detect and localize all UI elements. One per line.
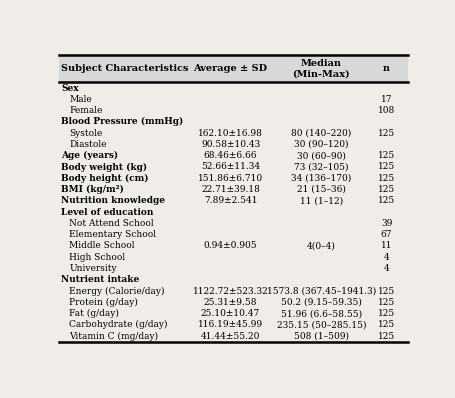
Text: Level of education: Level of education [61, 208, 154, 217]
Text: Body height (cm): Body height (cm) [61, 174, 149, 183]
Text: 34 (136–170): 34 (136–170) [291, 174, 351, 183]
Text: 41.44±55.20: 41.44±55.20 [201, 332, 260, 341]
Text: Energy (Calorie/day): Energy (Calorie/day) [69, 287, 165, 296]
Text: 25.10±10.47: 25.10±10.47 [201, 309, 260, 318]
Text: 508 (1–509): 508 (1–509) [294, 332, 349, 341]
Text: Median
(Min-Max): Median (Min-Max) [293, 59, 350, 79]
Text: 30 (90–120): 30 (90–120) [294, 140, 349, 149]
Text: Subject Characteristics: Subject Characteristics [61, 64, 189, 73]
Text: 52.66±11.34: 52.66±11.34 [201, 162, 260, 172]
Text: Protein (g/day): Protein (g/day) [69, 298, 138, 307]
Text: Systole: Systole [69, 129, 102, 138]
Text: Diastole: Diastole [69, 140, 107, 149]
Text: 11 (1–12): 11 (1–12) [300, 196, 343, 205]
Text: 162.10±16.98: 162.10±16.98 [198, 129, 263, 138]
Text: BMI (kg/m²): BMI (kg/m²) [61, 185, 124, 194]
Text: 125: 125 [378, 129, 395, 138]
Text: 4: 4 [384, 264, 389, 273]
Text: 4(0–4): 4(0–4) [307, 242, 336, 250]
Text: Sex: Sex [61, 84, 79, 92]
Text: 50.2 (9.15–59.35): 50.2 (9.15–59.35) [281, 298, 362, 307]
Text: 1573.8 (367.45–1941.3): 1573.8 (367.45–1941.3) [267, 287, 376, 296]
Text: Male: Male [69, 95, 92, 104]
Text: 125: 125 [378, 332, 395, 341]
Text: 125: 125 [378, 174, 395, 183]
Text: 108: 108 [378, 106, 395, 115]
Text: Nutrient intake: Nutrient intake [61, 275, 140, 284]
Text: Nutrition knowledge: Nutrition knowledge [61, 196, 166, 205]
Text: 39: 39 [381, 219, 392, 228]
Text: 151.86±6.710: 151.86±6.710 [198, 174, 263, 183]
Text: 73 (32–105): 73 (32–105) [294, 162, 349, 172]
Text: Blood Pressure (mmHg): Blood Pressure (mmHg) [61, 117, 184, 127]
Text: Female: Female [69, 106, 102, 115]
Text: 125: 125 [378, 309, 395, 318]
Text: 30 (60–90): 30 (60–90) [297, 151, 346, 160]
Text: 22.71±39.18: 22.71±39.18 [201, 185, 260, 194]
Text: 51.96 (6.6–58.55): 51.96 (6.6–58.55) [281, 309, 362, 318]
Text: Body weight (kg): Body weight (kg) [61, 162, 147, 172]
Text: 11: 11 [381, 242, 392, 250]
Text: 1122.72±523.32: 1122.72±523.32 [192, 287, 268, 296]
Text: n: n [383, 64, 390, 73]
Text: 67: 67 [381, 230, 392, 239]
Text: 125: 125 [378, 298, 395, 307]
Text: High School: High School [69, 253, 125, 262]
Text: 235.15 (50–285.15): 235.15 (50–285.15) [277, 320, 366, 330]
Text: 125: 125 [378, 287, 395, 296]
Text: 116.19±45.99: 116.19±45.99 [198, 320, 263, 330]
Text: 125: 125 [378, 162, 395, 172]
Text: Average ± SD: Average ± SD [193, 64, 268, 73]
Text: 7.89±2.541: 7.89±2.541 [204, 196, 257, 205]
Text: Middle School: Middle School [69, 242, 135, 250]
Bar [59, 55, 408, 82]
Text: 125: 125 [378, 196, 395, 205]
Text: Not Attend School: Not Attend School [69, 219, 154, 228]
Text: 125: 125 [378, 185, 395, 194]
Text: Carbohydrate (g/day): Carbohydrate (g/day) [69, 320, 168, 330]
Text: 68.46±6.66: 68.46±6.66 [204, 151, 257, 160]
Text: 0.94±0.905: 0.94±0.905 [204, 242, 258, 250]
Text: Fat (g/day): Fat (g/day) [69, 309, 119, 318]
Text: University: University [69, 264, 117, 273]
Text: 125: 125 [378, 151, 395, 160]
Text: Elementary School: Elementary School [69, 230, 156, 239]
Text: Vitamin C (mg/day): Vitamin C (mg/day) [69, 332, 158, 341]
Text: 21 (15–36): 21 (15–36) [297, 185, 346, 194]
Text: 4: 4 [384, 253, 389, 262]
Text: 80 (140–220): 80 (140–220) [291, 129, 351, 138]
Text: 17: 17 [381, 95, 392, 104]
Text: Age (years): Age (years) [61, 151, 119, 160]
Text: 90.58±10.43: 90.58±10.43 [201, 140, 260, 149]
Text: 125: 125 [378, 320, 395, 330]
Text: 25.31±9.58: 25.31±9.58 [204, 298, 257, 307]
